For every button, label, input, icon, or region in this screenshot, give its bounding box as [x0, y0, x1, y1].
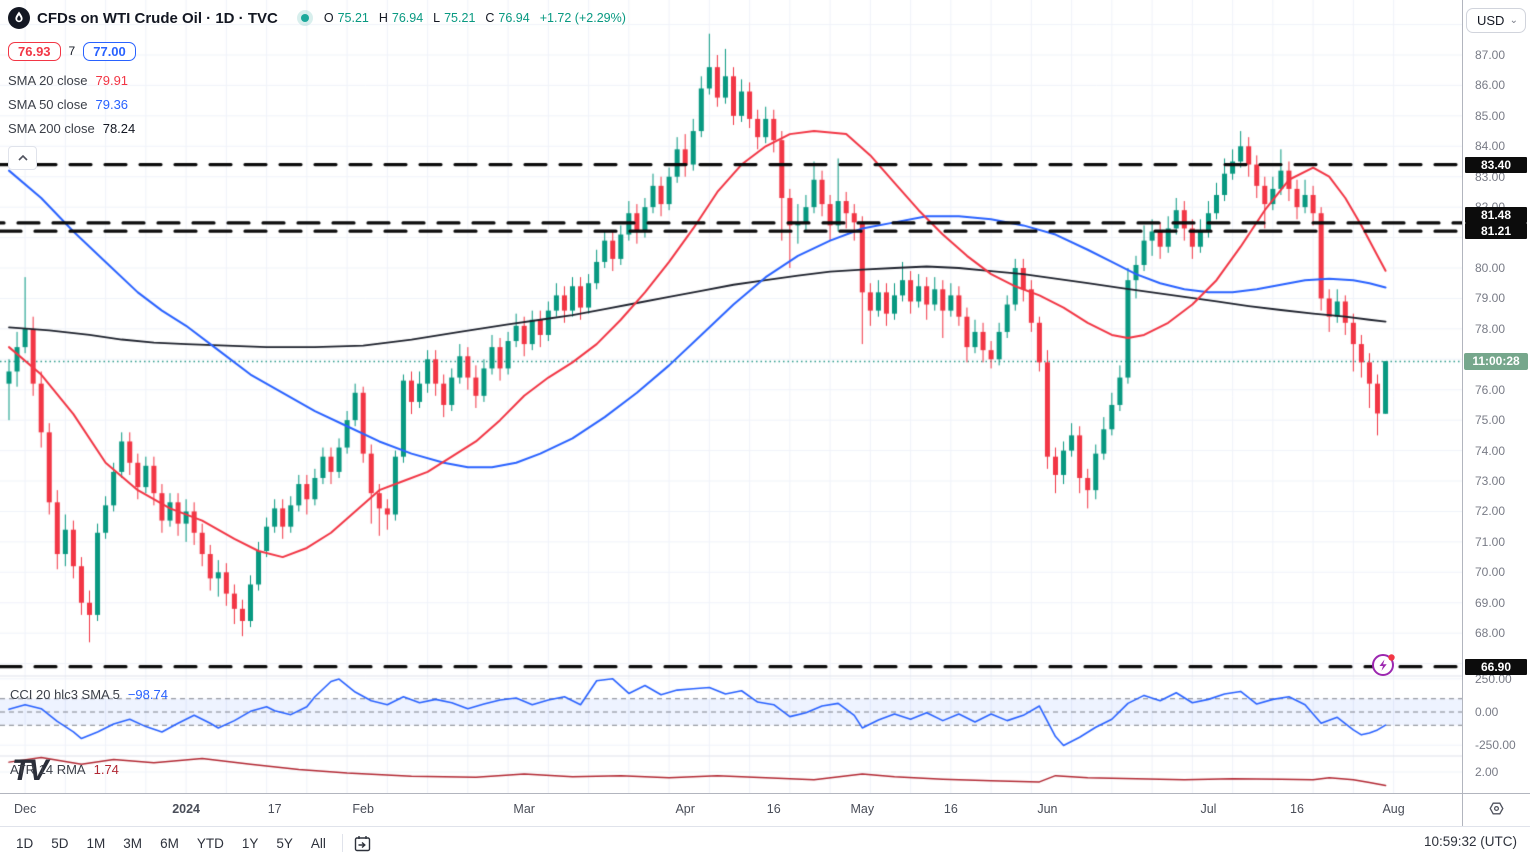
price-tick-label: 76.00	[1475, 382, 1506, 397]
time-tick-label: Apr	[675, 802, 695, 816]
time-tick-label: 16	[766, 802, 781, 816]
range-button-1M[interactable]: 1M	[79, 832, 114, 855]
symbol-title[interactable]: CFDs on WTI Crude Oil · 1D · TVC	[37, 9, 278, 27]
price-tick-label: 80.00	[1475, 261, 1506, 275]
chevron-up-icon	[17, 155, 28, 161]
time-tick-label: 2024	[172, 802, 200, 816]
range-button-3M[interactable]: 3M	[115, 832, 150, 855]
time-tick-label: Dec	[13, 802, 37, 816]
sma20-label: SMA 20 close	[8, 72, 88, 88]
price-tick-label: 70.00	[1475, 565, 1506, 580]
go-to-date-button[interactable]	[351, 832, 374, 855]
price-axis[interactable]: 87.0086.0085.0084.0083.0082.0080.0079.00…	[1462, 0, 1530, 793]
chart-legend: CFDs on WTI Crude Oil · 1D · TVC O 75.21 …	[8, 6, 626, 170]
price-tick-label: 78.00	[1475, 321, 1506, 336]
time-axis[interactable]: Dec 2024 17 Feb Mar Apr 16 May 16 Jun Jul 16 Aug	[0, 793, 1530, 827]
time-tick-label: Mar	[513, 802, 535, 816]
ohlc-values: O 75.21 H 76.94 L 75.21 C 76.94 +1.72 (+2.29…	[323, 11, 626, 25]
range-button-YTD[interactable]: YTD	[189, 832, 232, 855]
range-button-1Y[interactable]: 1Y	[234, 832, 267, 855]
ask-price-button[interactable]: 77.00	[83, 41, 136, 61]
price-tick-label: 87.00	[1475, 48, 1506, 62]
time-tick-label: Jun	[1037, 802, 1058, 816]
price-tick-label: 74.00	[1475, 443, 1506, 458]
range-button-5Y[interactable]: 5Y	[268, 832, 301, 855]
cci-tick-label: -250.00	[1475, 738, 1516, 753]
time-tick-label: Feb	[352, 802, 374, 816]
change-value: +1.72 (+2.29%)	[539, 11, 626, 25]
cci-tick-label: 0.00	[1475, 705, 1499, 719]
range-button-5D[interactable]: 5D	[43, 832, 76, 855]
cci-pane-legend: CCI 20 hlc3 SMA 5 −98.74	[10, 687, 168, 702]
cci-label: CCI 20 hlc3 SMA 5	[10, 687, 120, 702]
time-tick-label: 16	[1290, 802, 1304, 816]
cci-tick-label: 250.00	[1475, 671, 1512, 686]
price-tick-label: 68.00	[1475, 626, 1506, 641]
range-button-All[interactable]: All	[303, 832, 334, 855]
price-tick-label: 84.00	[1475, 139, 1506, 154]
sma200-label: SMA 200 close	[8, 120, 95, 136]
price-alert-icon[interactable]	[1370, 651, 1398, 684]
oil-drop-logo-icon	[8, 7, 30, 29]
time-tick-label: 16	[943, 802, 958, 816]
price-level-label: 66.90	[1465, 658, 1527, 675]
time-tick-label: Aug	[1382, 802, 1405, 816]
price-tick-label: 69.00	[1475, 595, 1506, 610]
range-buttons: 1D 5D 1M 3M 6M YTD 1Y 5Y All	[0, 832, 334, 855]
chevron-down-icon: ⌄	[1509, 15, 1518, 26]
price-tick-label: 79.00	[1475, 291, 1506, 306]
price-level-label: 81.21	[1465, 223, 1527, 240]
price-level-label: 81.48	[1465, 206, 1527, 223]
collapse-legend-button[interactable]	[8, 146, 37, 170]
atr-label: ATR 14 RMA	[10, 762, 86, 777]
axis-settings-gear-icon[interactable]	[1489, 801, 1504, 821]
bid-price-button[interactable]: 76.93	[8, 41, 61, 61]
cci-value: −98.74	[127, 687, 168, 702]
time-tick-label: Jul	[1200, 802, 1217, 816]
range-button-1D[interactable]: 1D	[8, 832, 41, 855]
price-tick-label: 83.00	[1475, 169, 1506, 184]
sma20-value: 79.91	[95, 72, 129, 88]
time-tick-label: 17	[267, 802, 282, 816]
sma200-value: 78.24	[102, 120, 136, 136]
atr-tick-label: 2.00	[1475, 765, 1499, 779]
market-status-icon	[296, 10, 313, 26]
bar-close-countdown: 11:00:28	[1464, 352, 1528, 370]
atr-value: 1.74	[93, 762, 119, 777]
price-tick-label: 73.00	[1475, 474, 1506, 489]
sma50-label: SMA 50 close	[8, 96, 88, 112]
price-tick-label: 71.00	[1475, 534, 1506, 549]
currency-dropdown[interactable]: USD ⌄	[1466, 8, 1526, 33]
currency-label: USD	[1477, 13, 1505, 28]
price-tick-label: 85.00	[1475, 108, 1506, 123]
time-tick-label: May	[850, 802, 875, 816]
toolbar-divider	[341, 834, 343, 852]
price-tick-label: 75.00	[1475, 413, 1506, 428]
sma50-value: 79.36	[95, 96, 129, 112]
bottom-toolbar: 1D 5D 1M 3M 6M YTD 1Y 5Y All 10:59:32 (UTC)	[0, 826, 1530, 858]
utc-clock: 10:59:32 (UTC)	[1423, 834, 1517, 849]
price-tick-label: 72.00	[1475, 504, 1506, 519]
spread-value: 7	[68, 44, 76, 58]
tradingview-watermark: TV	[12, 754, 48, 787]
calendar-icon	[353, 834, 372, 853]
price-tick-label: 86.00	[1475, 78, 1506, 93]
price-level-label: 83.40	[1465, 156, 1527, 173]
range-button-6M[interactable]: 6M	[152, 832, 187, 855]
atr-pane-legend: ATR 14 RMA 1.74	[10, 762, 119, 777]
candlestick-chart-canvas[interactable]	[0, 0, 1462, 793]
